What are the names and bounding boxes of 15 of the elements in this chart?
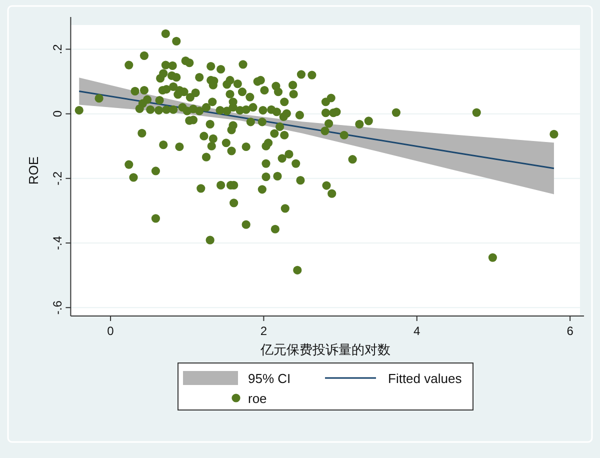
y-axis-title: ROE <box>26 156 41 185</box>
line-series <box>78 90 555 170</box>
text: 95% CI <box>248 371 291 386</box>
y-tick-label: -.4 <box>50 236 65 250</box>
y-tick-label: .2 <box>50 44 65 54</box>
x-tick-label: 0 <box>107 324 114 338</box>
legend-label: Fitted values <box>388 371 462 386</box>
x-axis-title: 亿元保费投诉量的对数 <box>259 342 390 357</box>
x-tick-label: 6 <box>566 324 574 338</box>
x-tick-label: 2 <box>260 324 268 338</box>
legend-label: roe <box>248 391 267 406</box>
x-tick-label: 4 <box>414 324 421 338</box>
y-tick-label: -.6 <box>50 300 65 315</box>
y-tick-label: -.2 <box>50 171 65 186</box>
y-tick-label: 0 <box>50 110 65 118</box>
